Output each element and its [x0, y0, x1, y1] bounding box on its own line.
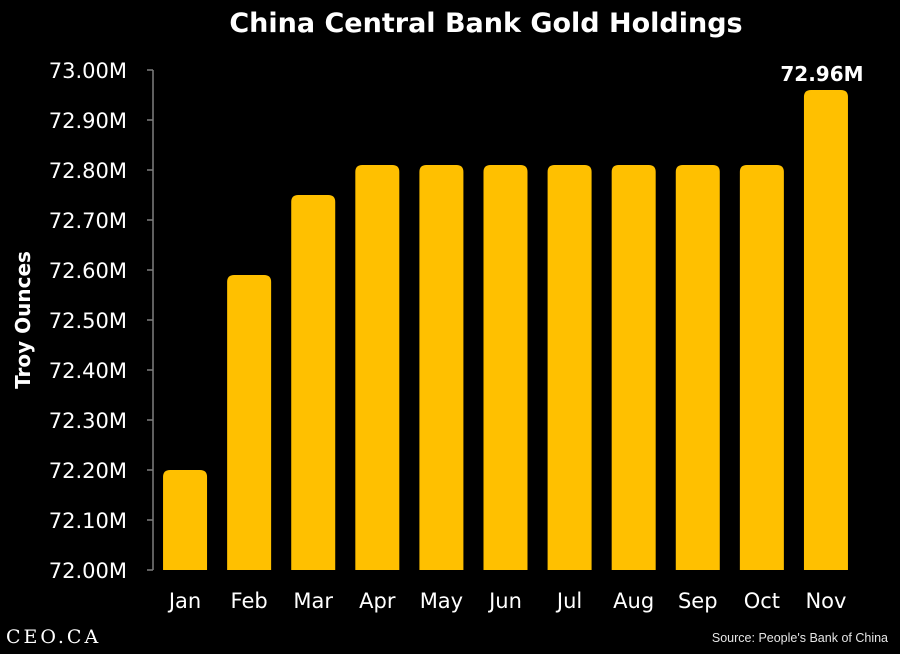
bar-aug	[611, 165, 656, 570]
brand-logo: CEO.CA	[6, 626, 102, 648]
x-tick-label: May	[420, 589, 463, 613]
x-tick-label: Sep	[678, 589, 718, 613]
bar-jul	[547, 165, 592, 570]
y-tick-label: 72.70M	[49, 209, 127, 233]
bars	[163, 90, 848, 570]
y-axis-title: Troy Ounces	[11, 251, 35, 389]
y-tick-label: 72.10M	[49, 509, 127, 533]
y-tick-label: 72.90M	[49, 109, 127, 133]
source-note: Source: People's Bank of China	[711, 631, 888, 645]
x-tick-label: Jun	[487, 589, 522, 613]
bar-sep	[675, 165, 720, 570]
x-tick-label: Jan	[167, 589, 201, 613]
y-tick-label: 72.30M	[49, 409, 127, 433]
y-tick-label: 72.20M	[49, 459, 127, 483]
bar-nov	[803, 90, 848, 570]
x-tick-label: Feb	[231, 589, 268, 613]
bar-jun	[483, 165, 528, 570]
y-tick-label: 72.40M	[49, 359, 127, 383]
y-axis: 72.00M 72.10M 72.20M 72.30M 72.40M 72.50M 72.6…	[49, 59, 154, 583]
bar-oct	[739, 165, 784, 570]
y-tick-label: 72.50M	[49, 309, 127, 333]
y-tick-label: 72.00M	[49, 559, 127, 583]
x-tick-label: Aug	[613, 589, 654, 613]
bar-jan	[163, 470, 208, 570]
chart-title: China Central Bank Gold Holdings	[229, 8, 743, 39]
data-label-nov: 72.96M	[780, 62, 863, 86]
bar-mar	[291, 195, 336, 570]
x-tick-label: Apr	[359, 589, 396, 613]
x-axis-labels: Jan Feb Mar Apr May Jun Jul Aug Sep Oct Nov	[167, 589, 847, 613]
y-tick-label: 72.80M	[49, 159, 127, 183]
x-tick-label: Nov	[805, 589, 846, 613]
x-tick-label: Oct	[744, 589, 780, 613]
bar-apr	[355, 165, 400, 570]
annotations: 72.96M	[780, 62, 863, 86]
bar-feb	[227, 275, 272, 570]
y-tick-label: 72.60M	[49, 259, 127, 283]
x-tick-label: Jul	[555, 589, 582, 613]
x-tick-label: Mar	[293, 589, 333, 613]
y-tick-label: 73.00M	[49, 59, 127, 83]
bar-may	[419, 165, 464, 570]
